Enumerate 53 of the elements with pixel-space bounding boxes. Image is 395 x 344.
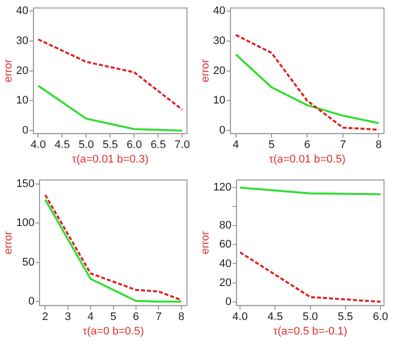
x-tick-label: 6	[304, 139, 310, 152]
x-tick-label: 6	[132, 311, 140, 324]
x-axis-title: τ(a=0.01 b=0.3)	[72, 153, 148, 166]
x-tick-label: 2	[42, 311, 48, 324]
y-tick-label: 20	[219, 276, 232, 289]
x-tick-label: 8	[178, 311, 184, 324]
y-tick-label: 120	[213, 182, 232, 194]
y-tick-label: 20	[16, 64, 28, 77]
x-tick-label: 6.5	[150, 139, 166, 152]
y-tick-label: 80	[219, 220, 232, 232]
y-axis-title: error	[2, 58, 15, 82]
y-tick-label: 0	[22, 124, 28, 137]
line-series	[37, 38, 184, 111]
y-tick-label: 0	[28, 296, 35, 308]
x-tick-label: 6.0	[126, 139, 142, 152]
x-tick-label: 5	[110, 311, 116, 324]
x-tick-label: 7.0	[174, 139, 190, 152]
x-tick-label: 4.5	[54, 139, 70, 152]
y-axis-title: error	[2, 230, 15, 254]
x-tick-label: 5	[268, 139, 275, 152]
x-tick-label: 4.0	[30, 139, 46, 152]
y-tick-label: 30	[213, 34, 226, 47]
y-tick-label: 30	[16, 34, 28, 47]
x-tick-label: 4.0	[232, 311, 248, 324]
x-tick-label: 7	[156, 311, 162, 324]
y-tick-label: 60	[219, 238, 232, 251]
x-tick-label: 3	[64, 311, 71, 324]
y-tick-label: 10	[213, 94, 226, 107]
x-tick-label: 4	[232, 139, 239, 152]
x-tick-label: 7	[340, 139, 346, 152]
y-tick-label: 0	[219, 124, 226, 137]
y-axis-title: error	[200, 230, 212, 254]
y-tick-label: 100	[16, 217, 35, 230]
y-tick-label: 40	[16, 5, 28, 18]
x-tick-label: 5.5	[338, 311, 354, 324]
x-tick-label: 4	[88, 311, 94, 324]
x-axis-title: τ(a=0.01 b=0.5)	[268, 153, 346, 166]
x-tick-label: 5.0	[302, 311, 318, 324]
y-tick-label: 50	[22, 256, 35, 268]
y-tick-label: 10	[16, 94, 28, 107]
x-axis-title: τ(a=0.5 b=-0.1)	[273, 325, 348, 338]
y-tick-label: 150	[16, 178, 35, 190]
x-tick-label: 6.0	[372, 311, 388, 324]
y-tick-label: 40	[213, 5, 226, 18]
x-tick-label: 8	[376, 139, 382, 152]
x-tick-label: 4.5	[268, 311, 283, 324]
y-tick-label: 40	[219, 258, 232, 270]
y-tick-label: 20	[213, 64, 226, 77]
y-axis-title: error	[200, 58, 212, 82]
x-tick-label: 5.5	[102, 139, 118, 152]
x-axis-title: τ(a=0 b=0.5)	[82, 325, 144, 338]
x-tick-label: 5.0	[78, 139, 94, 152]
y-tick-label: 0	[225, 296, 232, 308]
